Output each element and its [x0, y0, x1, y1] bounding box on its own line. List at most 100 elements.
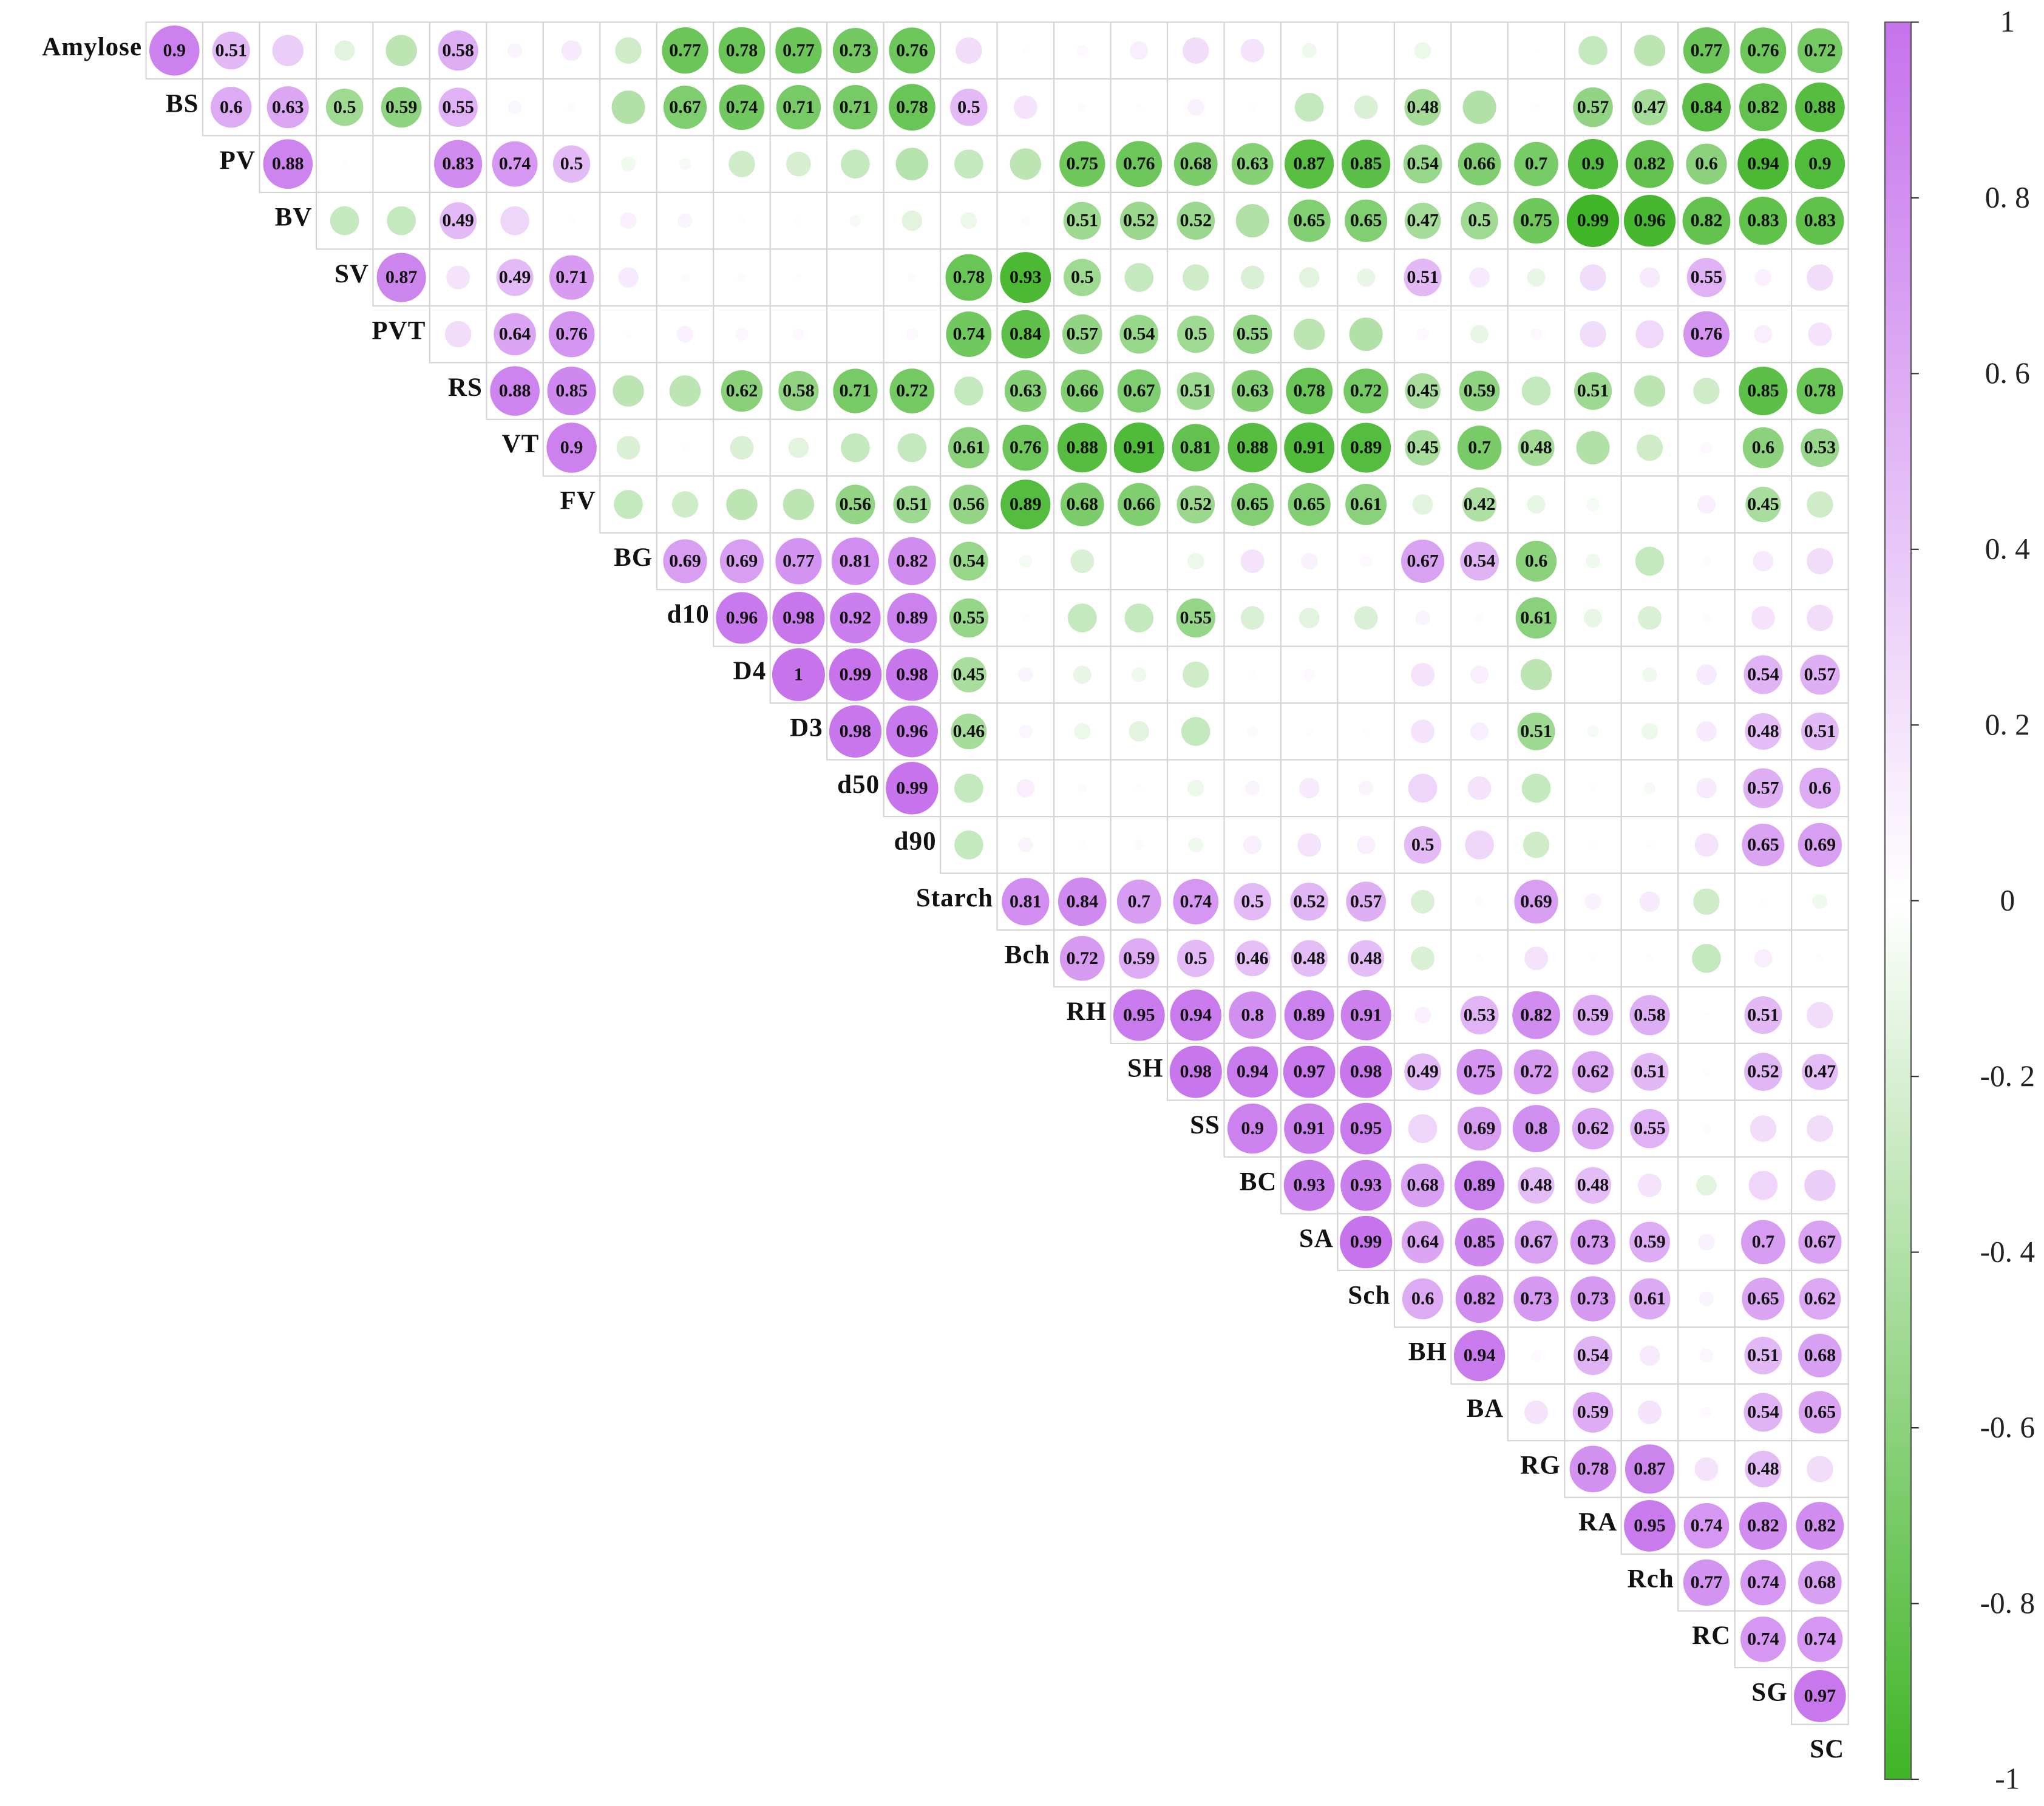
value-label: 0.5	[560, 153, 583, 174]
corr-circle	[1629, 1221, 1670, 1263]
value-label: 0.61	[1634, 1288, 1666, 1309]
corr-circle	[1455, 1217, 1504, 1267]
corr-circle	[1802, 1053, 1838, 1090]
corr-circle	[676, 325, 694, 343]
corr-circle	[1513, 1276, 1559, 1322]
corr-circle	[1231, 370, 1274, 412]
value-label: 0.68	[1804, 1345, 1836, 1365]
corr-circle	[1794, 138, 1845, 189]
value-label: 0.67	[669, 97, 701, 117]
corr-circle	[500, 206, 529, 236]
corr-circle	[738, 217, 746, 225]
corr-circle	[615, 37, 642, 64]
cell	[1223, 702, 1282, 761]
corr-circle	[387, 206, 416, 236]
corr-circle	[1340, 1159, 1392, 1211]
corr-circle	[1401, 1221, 1444, 1263]
corr-circle	[1074, 723, 1091, 740]
value-label: 0.99	[1350, 1231, 1382, 1252]
corr-circle	[835, 484, 875, 524]
corr-circle	[716, 592, 768, 644]
corr-circle	[1646, 841, 1654, 849]
colorbar-tick-label: 0. 6	[1985, 356, 2030, 390]
corr-circle	[1682, 83, 1731, 132]
corr-circle	[829, 648, 882, 701]
corr-circle	[1589, 841, 1597, 849]
value-label: 0.46	[1237, 948, 1269, 968]
corr-circle	[1798, 823, 1842, 867]
corr-circle	[1580, 264, 1606, 291]
value-label: 0.49	[1407, 1061, 1439, 1082]
corr-circle	[1737, 138, 1789, 190]
corr-circle	[1240, 38, 1265, 63]
value-label: 0.81	[1010, 891, 1042, 911]
corr-circle	[444, 321, 472, 348]
corr-circle	[956, 37, 982, 64]
corr-circle	[1574, 1336, 1612, 1376]
corr-circle	[663, 86, 707, 129]
value-label: 0.72	[1067, 948, 1099, 968]
corr-circle	[1696, 721, 1717, 742]
corr-circle	[1584, 893, 1601, 911]
corr-circle	[1530, 1350, 1542, 1361]
value-label: 0.78	[1577, 1458, 1609, 1479]
corr-circle	[662, 27, 708, 74]
corr-circle	[507, 42, 523, 58]
value-label: 0.74	[499, 153, 531, 174]
corr-circle	[1631, 1053, 1669, 1091]
value-label: 0.71	[840, 380, 872, 401]
corr-circle	[1284, 1103, 1335, 1154]
corr-circle	[783, 489, 815, 520]
corr-circle	[1744, 655, 1783, 694]
corr-circle	[547, 366, 596, 416]
value-label: 0.84	[1010, 324, 1042, 344]
corr-circle	[1748, 1170, 1778, 1200]
corr-circle	[1796, 1502, 1844, 1550]
value-label: 0.58	[783, 380, 815, 401]
corr-circle	[1808, 322, 1832, 347]
cell	[372, 135, 430, 193]
value-label: 0.57	[1747, 777, 1779, 798]
variable-label: RS	[448, 373, 483, 402]
corr-circle	[680, 273, 690, 282]
cell	[1791, 305, 1849, 364]
corr-circle	[1067, 603, 1097, 633]
cell	[1620, 475, 1679, 534]
corr-circle	[1683, 27, 1730, 74]
corr-circle	[1231, 143, 1274, 185]
value-label: 0.45	[1407, 380, 1439, 401]
corr-circle	[1283, 1159, 1335, 1211]
corr-circle	[1745, 1450, 1782, 1488]
value-label: 0.48	[1747, 1458, 1779, 1479]
corr-circle	[1458, 142, 1501, 186]
corr-circle	[1459, 370, 1500, 412]
corr-circle	[1411, 719, 1435, 744]
value-label: 0.59	[1577, 1004, 1609, 1025]
corr-circle	[886, 705, 939, 758]
variable-label: BS	[166, 89, 199, 118]
value-label: 0.83	[1804, 210, 1836, 231]
corr-circle	[719, 84, 765, 131]
cell	[1564, 702, 1622, 761]
corr-circle	[1521, 376, 1551, 406]
corr-circle	[1297, 833, 1322, 857]
corr-circle	[1018, 724, 1033, 739]
value-label: 0.53	[1804, 437, 1836, 458]
value-label: 0.83	[442, 153, 474, 174]
corr-circle	[1176, 372, 1215, 410]
value-label: 0.55	[1634, 1118, 1666, 1138]
corr-circle	[1176, 485, 1215, 524]
corr-circle	[1173, 142, 1218, 186]
corr-circle	[1566, 194, 1620, 247]
corr-circle	[614, 490, 643, 519]
value-label: 0.73	[1520, 1288, 1552, 1309]
corr-circle	[1683, 1503, 1730, 1549]
corr-circle	[1404, 1053, 1442, 1091]
value-label: 0.84	[1067, 891, 1099, 911]
variable-label: BH	[1408, 1338, 1447, 1366]
value-label: 0.59	[1634, 1231, 1666, 1252]
corr-circle	[1340, 1045, 1393, 1098]
corr-circle	[1022, 614, 1030, 622]
corr-circle	[1631, 89, 1668, 126]
value-label: 0.96	[1634, 210, 1666, 231]
